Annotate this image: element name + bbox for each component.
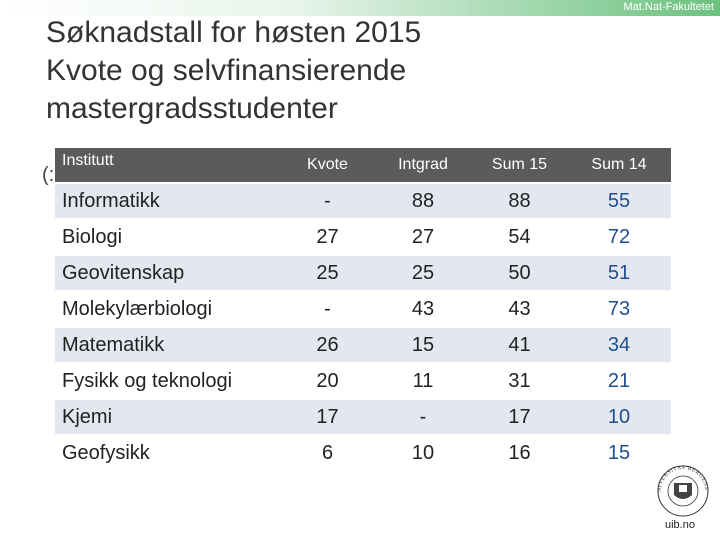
cell-kvote: - <box>324 297 331 320</box>
table-body: Informatikk -88 88 55 Biologi 27 27 54 72 Geovite… <box>55 184 671 470</box>
cell-intgrad: 88 <box>374 184 472 218</box>
title-line-3: mastergradsstudenter <box>46 92 338 125</box>
partial-text: (: <box>42 164 55 186</box>
top-bar: Mat.Nat-Fakultetet <box>0 0 720 16</box>
table-row: Molekylærbiologi - 43 43 73 <box>55 292 671 326</box>
cell-sum14: 34 <box>567 328 671 362</box>
header-sum14: Sum 14 <box>567 148 671 182</box>
cell-sum15: 41 <box>472 328 567 362</box>
cell-institutt: Biologi <box>62 225 123 248</box>
title-line-2: Kvote og selvfinansierende <box>46 54 407 87</box>
cell-kvote: 17 <box>281 400 374 434</box>
cell-kvote: 27 <box>316 225 339 248</box>
table-header-row: Institutt Kvote Intgrad Sum 15 Sum 14 <box>55 148 671 182</box>
cell-institutt: Informatikk <box>55 184 281 218</box>
cell-kvote: 25 <box>281 256 374 290</box>
cell-sum14: 73 <box>607 297 631 320</box>
cell-sum15: 88 <box>472 184 567 218</box>
cell-sum15: 16 <box>508 441 531 464</box>
cell-sum15: 54 <box>508 225 531 248</box>
cell-sum14: 21 <box>607 369 631 392</box>
cell-institutt: Kjemi <box>55 400 281 434</box>
cell-kvote: 20 <box>316 369 339 392</box>
title-line-1: Søknadstall for høsten 2015 <box>46 16 422 49</box>
table-row: Fysikk og teknologi 20 11 31 21 <box>55 364 671 398</box>
cell-sum15: 31 <box>508 369 531 392</box>
cell-intgrad: - <box>374 400 472 434</box>
cell-institutt: Matematikk <box>55 328 281 362</box>
cell-sum15: 43 <box>508 297 531 320</box>
table-row: Informatikk -88 88 55 <box>55 184 671 218</box>
table-row: Geofysikk 6 10 16 15 <box>55 436 671 470</box>
cell-sum14: 51 <box>567 256 671 290</box>
table-row: Biologi 27 27 54 72 <box>55 220 671 254</box>
header-intgrad: Intgrad <box>374 148 472 182</box>
cell-intgrad: 11 <box>412 369 434 392</box>
cell-sum15: 50 <box>472 256 567 290</box>
cell-intgrad: 10 <box>411 441 435 464</box>
cell-institutt: Geovitenskap <box>55 256 281 290</box>
header-sum15: Sum 15 <box>472 148 567 182</box>
cell-sum14: 10 <box>567 400 671 434</box>
cell-intgrad: 43 <box>411 297 435 320</box>
header-institutt: Institutt <box>55 148 281 182</box>
table-row: Kjemi 17-17 10 <box>55 400 671 434</box>
header-kvote: Kvote <box>281 148 374 182</box>
applications-table: Institutt Kvote Intgrad Sum 15 Sum 14 In… <box>55 146 671 472</box>
cell-intgrad: 15 <box>374 328 472 362</box>
university-seal-logo: UNIVERSITAS BERGENSIS <box>652 461 709 517</box>
cell-kvote: 26 <box>281 328 374 362</box>
table-row: Geovitenskap 25 25 50 51 <box>55 256 671 290</box>
cell-sum14: 55 <box>567 184 671 218</box>
faculty-label: Mat.Nat-Fakultetet <box>623 1 714 13</box>
cell-sum15: 17 <box>472 400 567 434</box>
uib-caption: uib.no <box>665 519 695 531</box>
cell-institutt: Geofysikk <box>62 441 150 464</box>
cell-sum14: 72 <box>607 225 631 248</box>
table-row: Matematikk 26 15 41 34 <box>55 328 671 362</box>
cell-sum14: 15 <box>607 441 631 464</box>
page-title: Søknadstall for høsten 2015 Kvote og sel… <box>46 14 606 128</box>
cell-intgrad: 25 <box>374 256 472 290</box>
cell-institutt: Molekylærbiologi <box>62 297 213 320</box>
cell-kvote: - <box>281 184 374 218</box>
cell-institutt: Fysikk og teknologi <box>62 369 233 392</box>
cell-intgrad: 27 <box>411 225 435 248</box>
cell-kvote: 6 <box>321 441 334 464</box>
